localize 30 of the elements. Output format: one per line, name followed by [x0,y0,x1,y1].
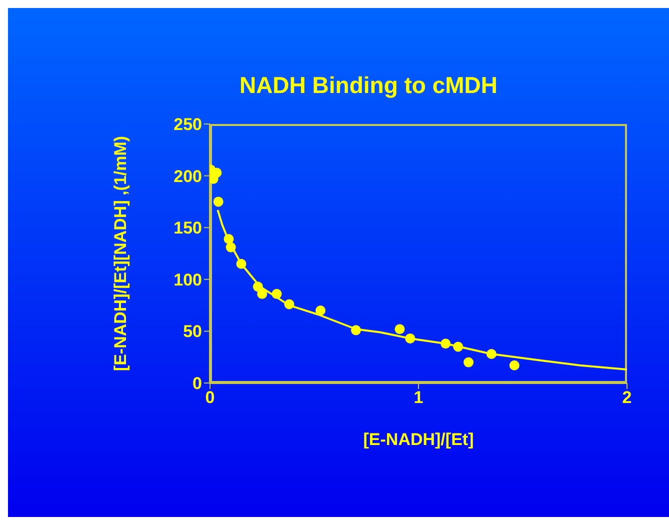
point [226,242,236,252]
point [213,196,224,207]
point [236,258,246,269]
point [464,357,474,368]
point [316,305,326,316]
y-tick-label: 250 [174,115,202,134]
point [405,333,416,344]
y-tick-label: 0 [192,374,202,394]
point [394,324,405,334]
y-axis-title: [E-NADH]/[Et][NADH] ,(1/mM) [111,136,130,372]
point [252,282,263,292]
point [272,288,282,299]
point [509,360,520,370]
x-axis-title: [E-NADH]/[Et] [363,430,474,449]
x-tick-label: 0 [205,388,215,408]
point [440,338,451,349]
point [224,234,234,244]
point [486,348,496,359]
point [284,299,294,310]
x-tick-label: 1 [414,388,424,408]
chart-title: NADH Binding to cMDH [238,72,499,99]
y-tick-label: 100 [174,270,202,290]
y-tick-label: 150 [174,218,202,238]
line-series [216,208,627,371]
point [453,342,464,352]
point [350,325,361,336]
y-tick-label: 200 [174,166,202,186]
point [257,288,268,299]
x-tick-label: 2 [622,388,632,408]
y-tick-label: 50 [183,322,202,342]
